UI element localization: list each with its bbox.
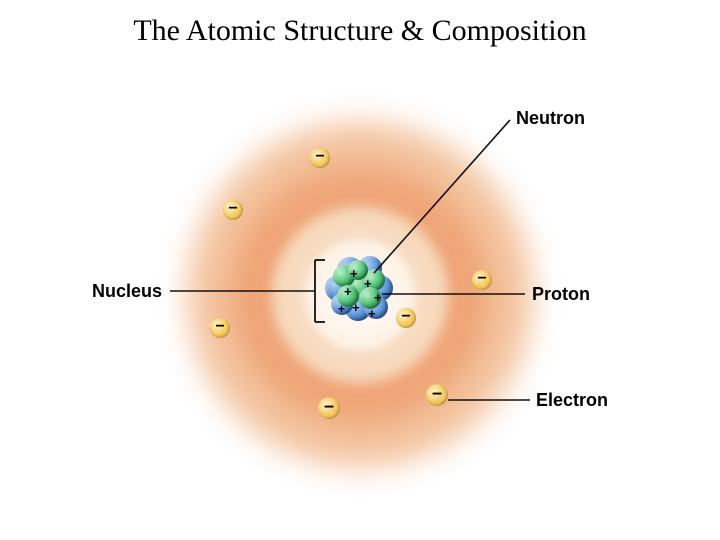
electron	[472, 270, 492, 290]
plus-mark: +	[374, 290, 382, 305]
label-proton: Proton	[532, 284, 590, 305]
plus-mark: +	[364, 276, 372, 291]
plus-mark: +	[352, 300, 360, 315]
electron	[310, 148, 330, 168]
atom-diagram: +++++++ Neutron Proton Electron Nucleus	[80, 90, 640, 490]
plus-mark: +	[368, 306, 376, 321]
electron	[318, 397, 340, 419]
slide: The Atomic Structure & Composition +++++…	[0, 0, 720, 540]
plus-mark: +	[350, 266, 358, 281]
plus-mark: +	[344, 284, 352, 299]
label-nucleus: Nucleus	[92, 281, 162, 302]
electron	[426, 384, 448, 406]
plus-mark: +	[338, 302, 345, 316]
page-title: The Atomic Structure & Composition	[0, 14, 720, 48]
label-neutron: Neutron	[516, 108, 585, 129]
label-electron: Electron	[536, 390, 608, 411]
electron	[210, 318, 230, 338]
electron	[223, 200, 243, 220]
electron	[396, 308, 416, 328]
